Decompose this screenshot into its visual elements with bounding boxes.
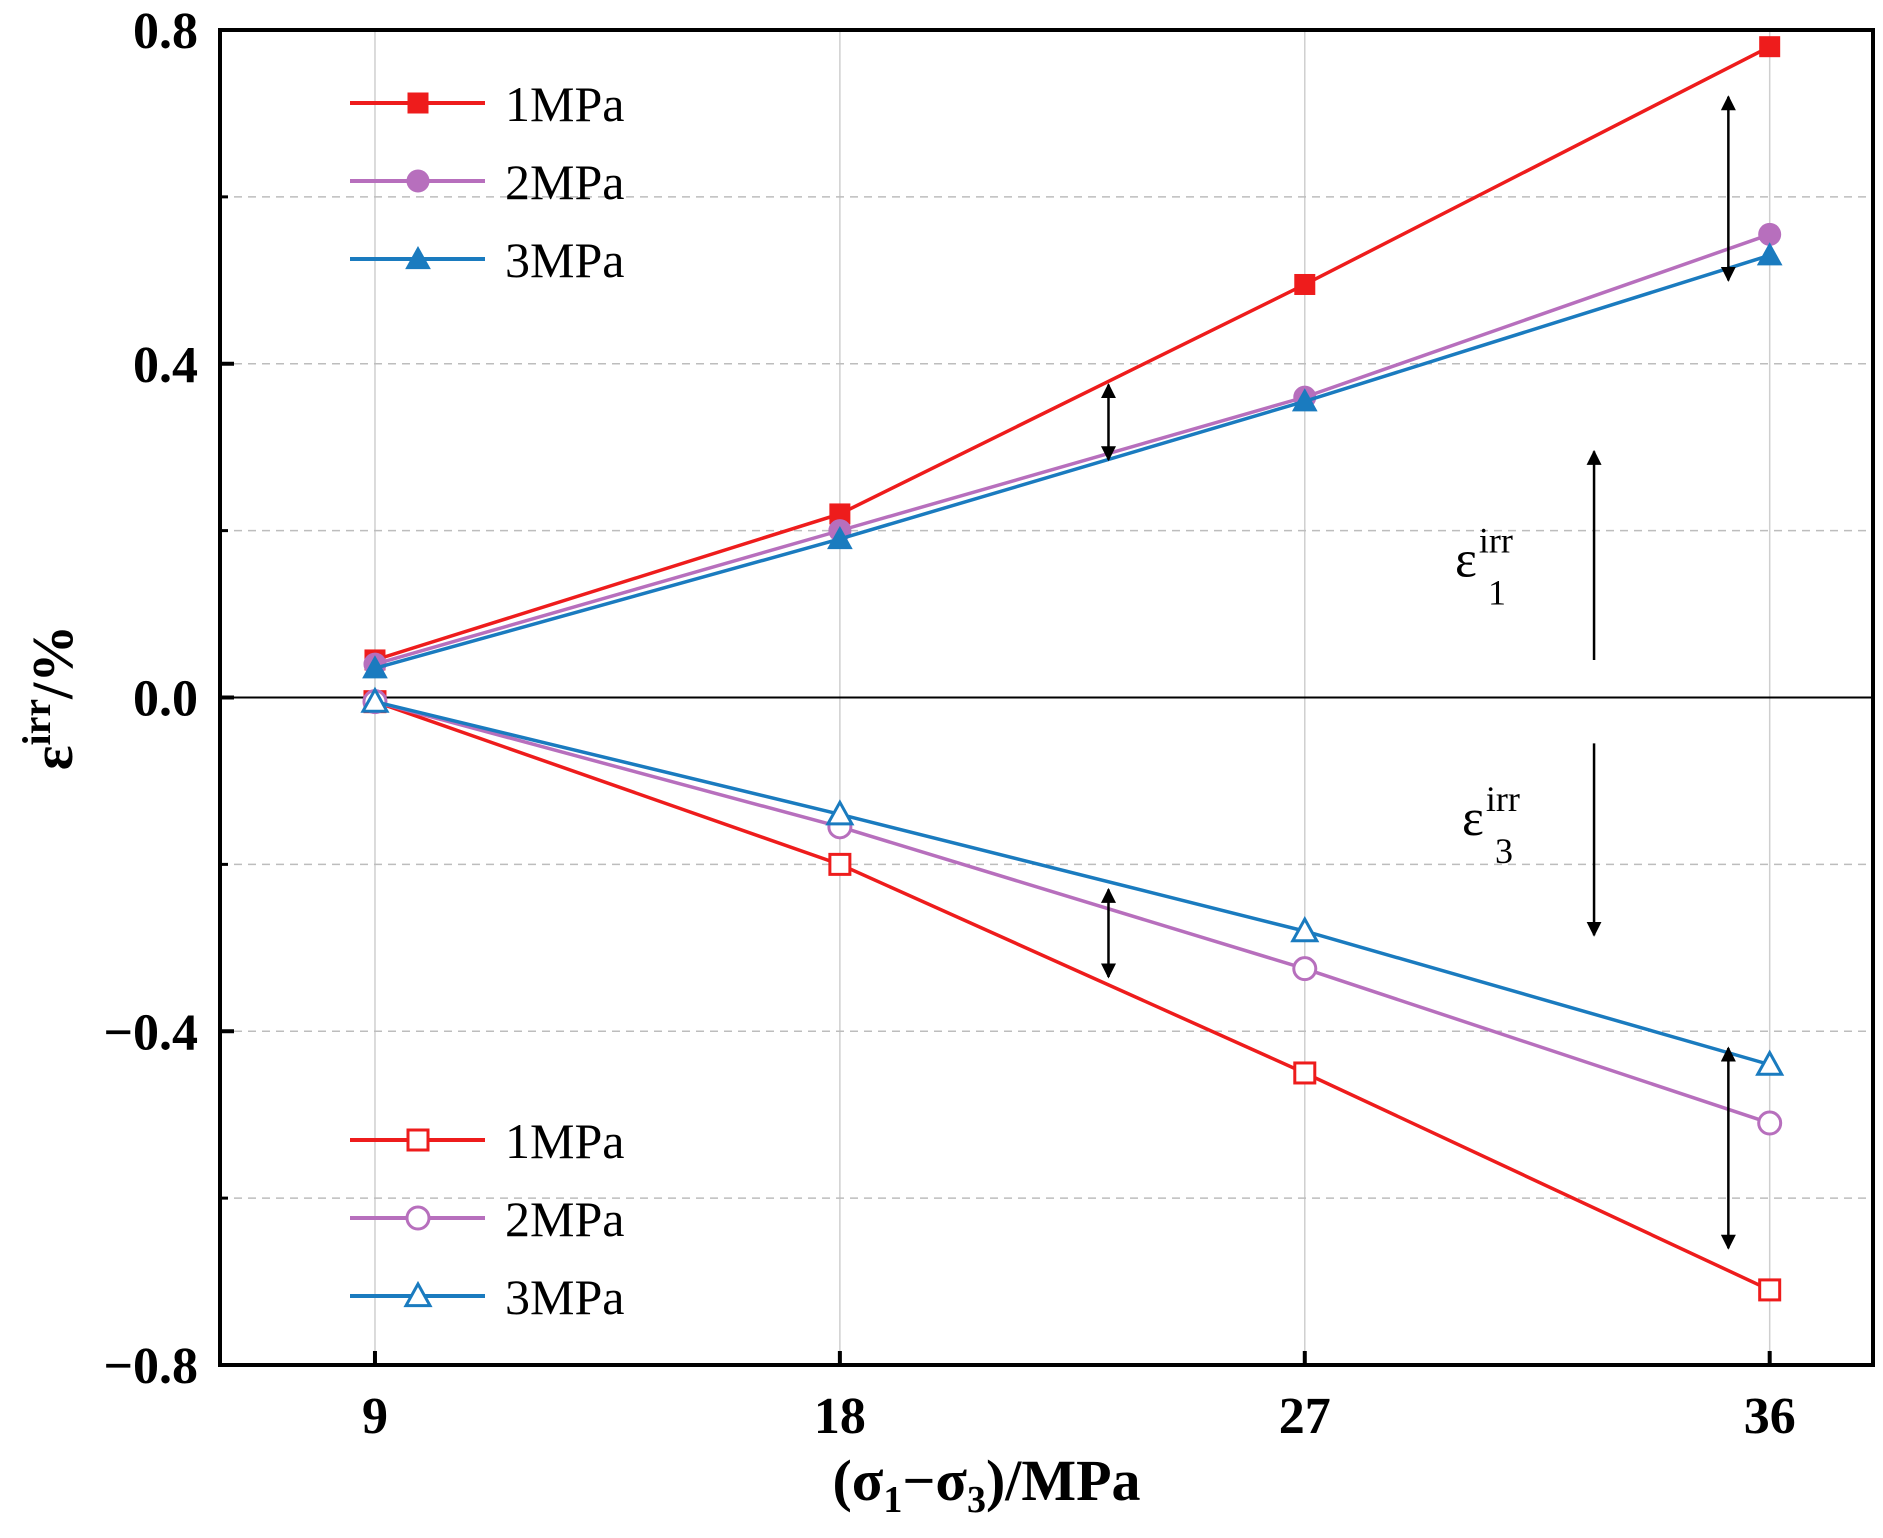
x-axis-title: (σ1−σ3)/MPa <box>832 1448 1140 1521</box>
legend-entry: 1MPa <box>350 1113 624 1169</box>
annotation-epsilon1-sub: 1 <box>1488 573 1506 613</box>
series-epsilon3-3MPa <box>360 686 1785 1076</box>
annotation-arrows <box>1100 95 1736 1250</box>
y-axis-title-tail: /% <box>20 625 85 700</box>
y-tick-label: −0.4 <box>103 1004 198 1061</box>
x-tick-label: 36 <box>1744 1388 1796 1445</box>
legend-entry: 2MPa <box>350 154 624 210</box>
annotation-epsilon1: εirr <box>1455 521 1513 589</box>
data-point <box>827 525 853 550</box>
annotation-epsilon3-sub: 3 <box>1495 831 1513 871</box>
data-point <box>1291 388 1318 412</box>
data-point <box>1293 1061 1317 1085</box>
data-point <box>1757 1110 1783 1136</box>
data-point <box>1758 222 1782 246</box>
annotation-epsilon1-base: ε <box>1455 532 1477 589</box>
y-axis-title-sup: irr <box>14 699 59 746</box>
x-tick-label: 27 <box>1279 1388 1331 1445</box>
y-axis-title: εirr/% <box>14 625 85 771</box>
data-point <box>1290 916 1320 943</box>
series-line <box>374 232 1771 666</box>
y-tick-label: 0.4 <box>133 337 198 394</box>
legend-marker <box>405 245 431 270</box>
legend-entry: 3MPa <box>350 1269 624 1325</box>
y-tick-label: −0.8 <box>103 1338 198 1395</box>
legend-marker <box>405 1205 431 1231</box>
series-line <box>374 699 1771 1125</box>
x-axis-title-sub1: 1 <box>883 1479 902 1521</box>
annotation-epsilon3-base: ε <box>1462 790 1484 847</box>
axis-ticks: 9 18 27 36 0.8 0.4 0.0 −0.4 −0.8 <box>103 3 1795 1445</box>
legend-label: 1MPa <box>505 76 624 132</box>
data-point <box>1755 1049 1785 1076</box>
legend-label: 2MPa <box>505 154 624 210</box>
legend-label: 1MPa <box>505 1113 624 1169</box>
legend-top: 1MPa 2MPa 3MPa <box>350 76 624 288</box>
data-point <box>360 686 390 713</box>
y-axis-title-base: ε <box>20 745 85 770</box>
series-line <box>374 699 1771 1067</box>
annotation-epsilon3-sup: irr <box>1486 779 1520 819</box>
data-point <box>1756 242 1783 266</box>
data-point <box>1759 36 1781 58</box>
x-tick-label: 18 <box>814 1388 866 1445</box>
series-line <box>374 45 1771 662</box>
legend-bottom: 1MPa 2MPa 3MPa <box>350 1113 624 1325</box>
legend-entry: 2MPa <box>350 1191 624 1247</box>
annotation-epsilon1-sup: irr <box>1479 521 1513 561</box>
x-axis-title-close: )/MPa <box>986 1448 1141 1513</box>
legend-label: 3MPa <box>505 1269 624 1325</box>
legend-marker <box>407 92 429 114</box>
legend-entry: 1MPa <box>350 76 624 132</box>
x-axis-title-open: (σ <box>832 1448 883 1513</box>
y-tick-label: 0.0 <box>133 671 198 728</box>
legend-marker <box>403 1280 433 1308</box>
legend-label: 3MPa <box>505 232 624 288</box>
annotation-epsilon3: εirr <box>1462 779 1520 847</box>
x-tick-label: 9 <box>362 1388 388 1445</box>
legend-label: 2MPa <box>505 1191 624 1247</box>
y-tick-label: 0.8 <box>133 3 198 60</box>
series-line <box>374 700 1771 1292</box>
series-epsilon1-3MPa <box>362 242 1783 679</box>
data-point <box>1292 956 1318 982</box>
data-point <box>1294 273 1316 295</box>
series-epsilon3-2MPa <box>362 689 1783 1136</box>
data-point <box>828 852 852 876</box>
legend-marker <box>406 1128 430 1152</box>
legend-entry: 3MPa <box>350 232 624 288</box>
series-layer <box>360 36 1785 1302</box>
series-epsilon1-2MPa <box>363 222 1782 676</box>
data-point <box>362 655 388 679</box>
x-axis-title-mid: −σ <box>902 1448 967 1513</box>
data-point <box>1758 1278 1782 1302</box>
legend-marker <box>406 169 430 193</box>
data-point <box>825 799 855 826</box>
x-axis-title-sub2: 3 <box>967 1479 986 1521</box>
series-line <box>374 253 1771 670</box>
